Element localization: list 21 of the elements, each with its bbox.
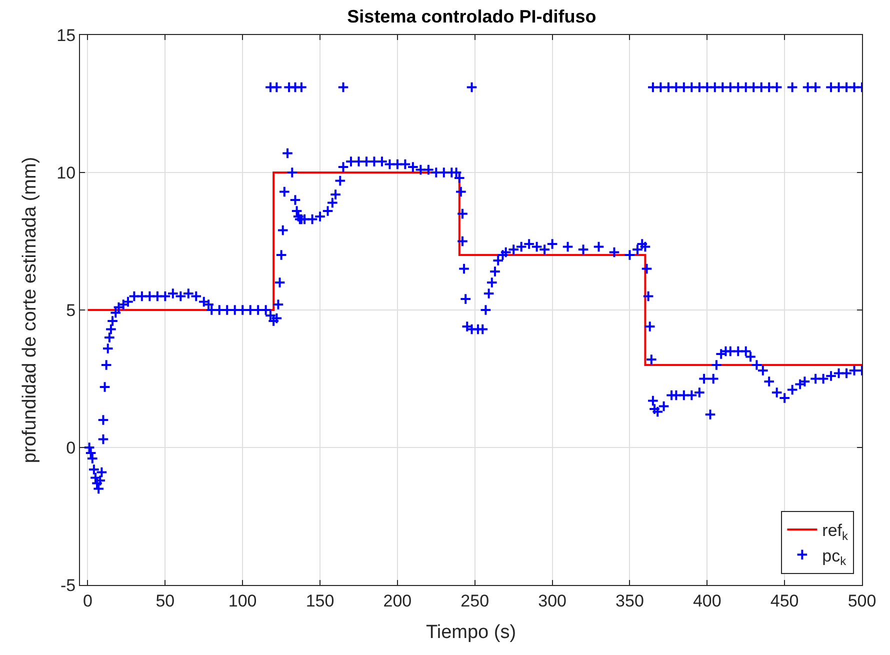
x-tick-label: 500 [848,591,876,610]
y-tick-label: -5 [60,576,76,595]
chart-title: Sistema controlado PI-difuso [347,6,596,26]
y-tick-label: 0 [66,438,76,458]
x-tick-label: 400 [692,591,722,610]
x-tick-label: 150 [306,591,334,610]
y-axis-title: profundidad de corte estimada (mm) [20,156,41,464]
x-tick-label: 0 [83,591,92,610]
x-tick-label: 250 [460,591,490,610]
y-tick-label: 5 [66,300,76,320]
x-tick-label: 300 [538,591,566,610]
y-tick-label: 10 [56,163,76,182]
x-tick-label: 200 [383,591,412,610]
legend-label: ref$_{k}$ [822,521,848,543]
legend-label: pc$_{k}$ [822,546,846,568]
x-tick-label: 450 [770,591,799,610]
x-tick-label: 100 [228,591,257,610]
y-tick-label: 15 [56,26,76,45]
x-tick-label: 350 [616,591,644,610]
x-axis-title: Tiempo (s) [426,622,516,644]
x-tick-label: 50 [156,591,175,610]
